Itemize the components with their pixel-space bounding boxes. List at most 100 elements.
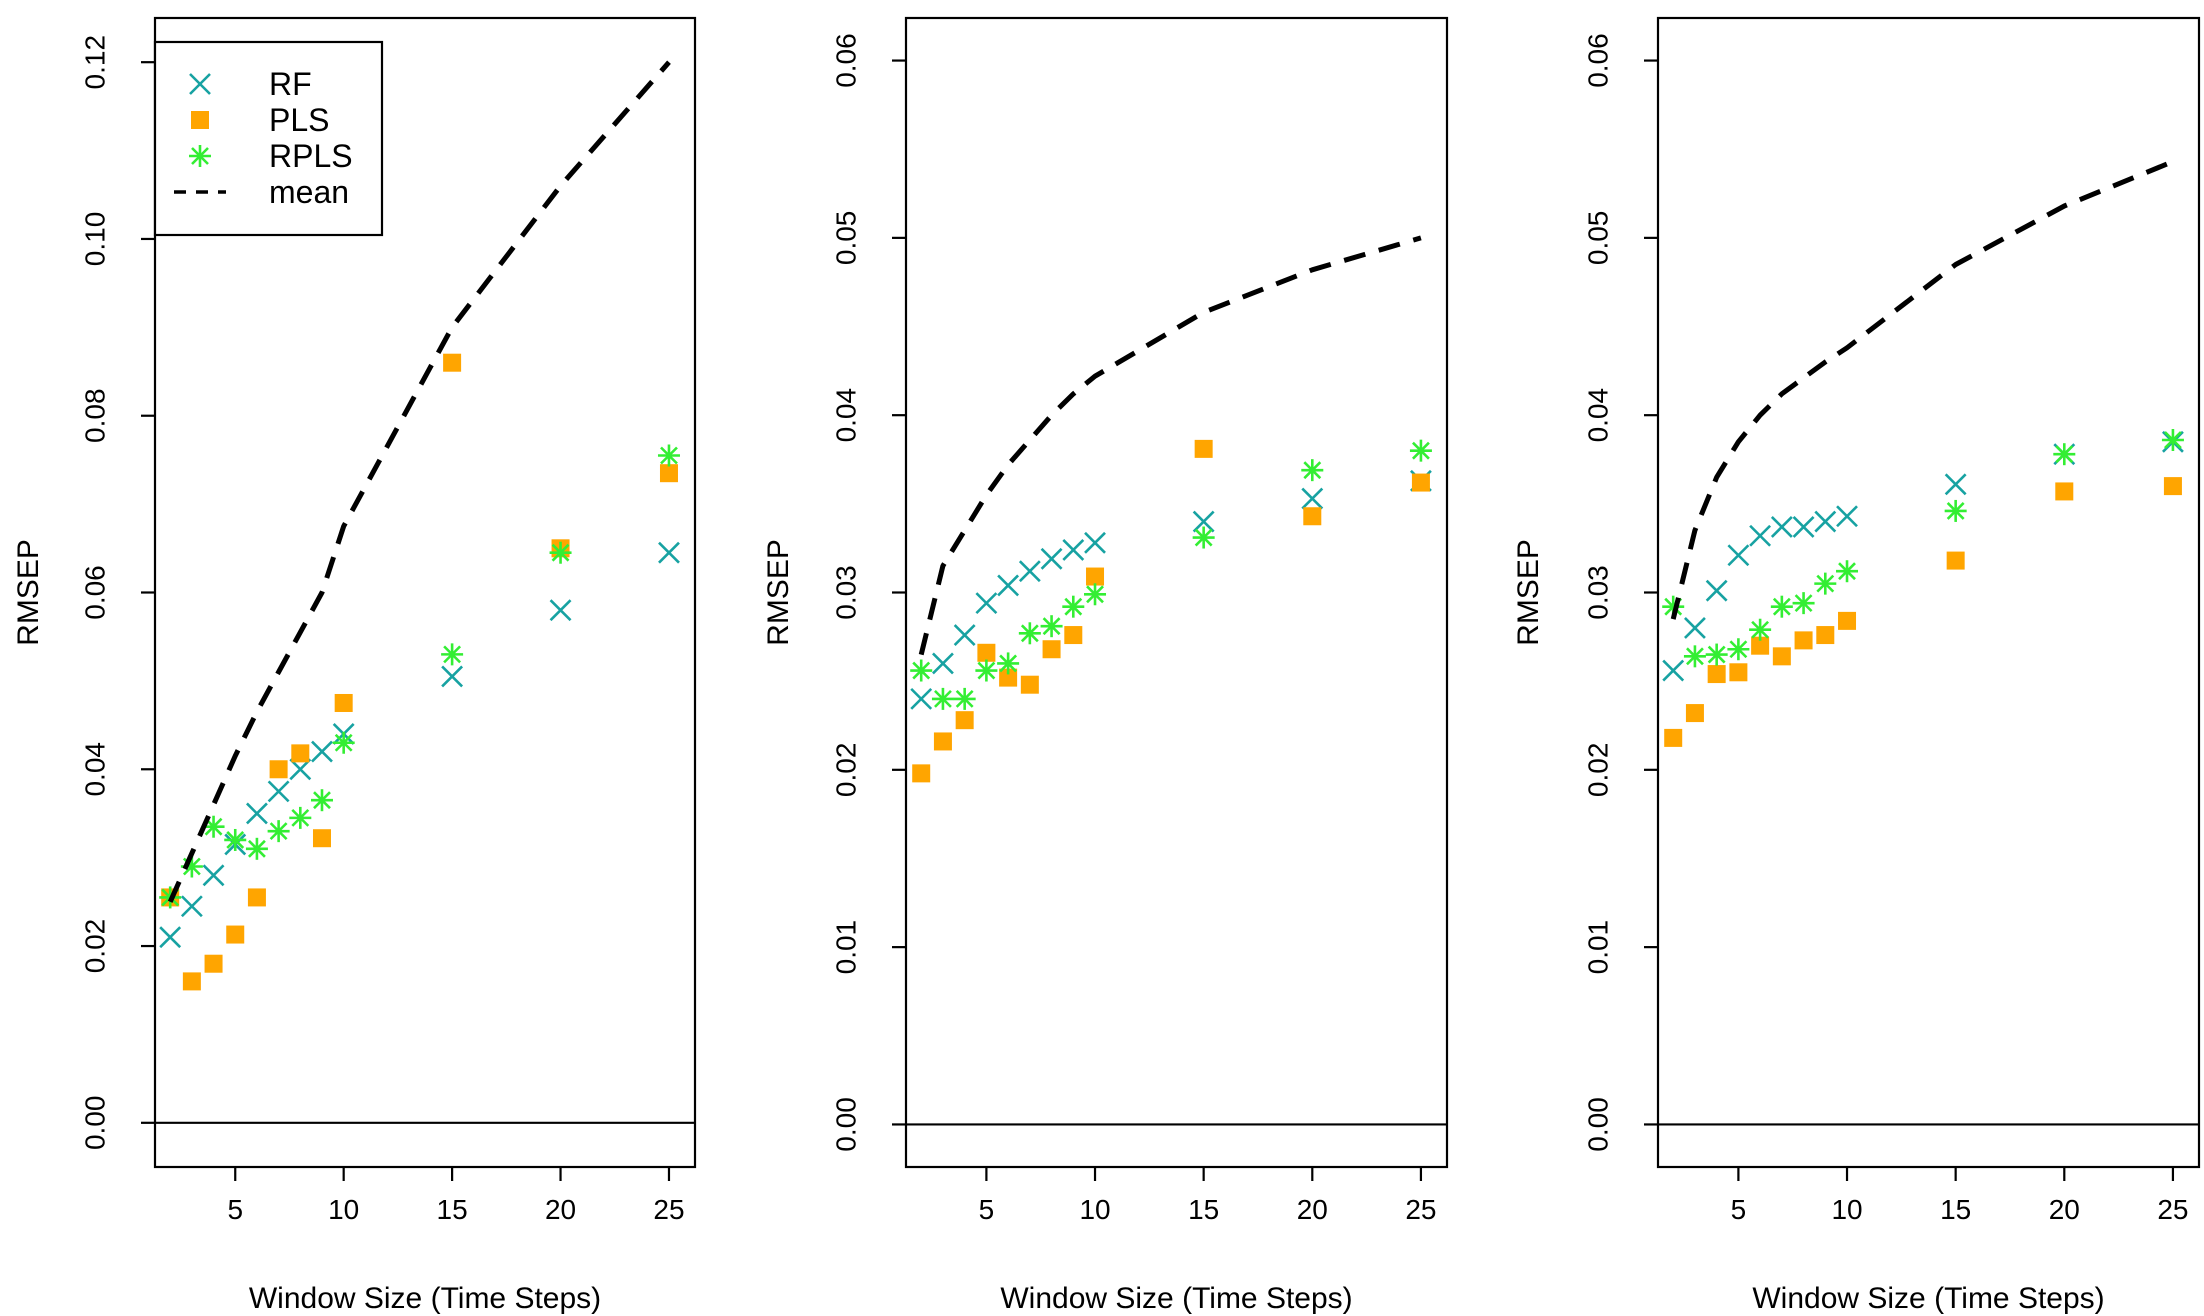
- rpls-point-d2: [2164, 431, 2182, 449]
- rf-point: [1705, 579, 1728, 602]
- rf-point: [180, 895, 203, 918]
- mean-series-line: [1670, 159, 2174, 620]
- rf-point-stroke-b: [1040, 547, 1063, 570]
- pls-point: [1838, 611, 1857, 630]
- y-tick-label: 0.04: [1582, 388, 1613, 443]
- rf-point-stroke-b: [997, 574, 1020, 597]
- x-tick-label: 10: [328, 1194, 359, 1225]
- y-tick-label: 0.00: [79, 1096, 110, 1151]
- pls-series: [912, 439, 1430, 783]
- rf-point: [202, 864, 225, 887]
- pls-point: [226, 925, 245, 944]
- rpls-point: [1792, 592, 1815, 615]
- rf-point-stroke-b: [1727, 544, 1750, 567]
- rpls-point: [1727, 638, 1750, 661]
- y-axis-label: RMSEP: [12, 539, 45, 646]
- rpls-point-d2: [912, 661, 931, 680]
- rf-point: [1662, 659, 1685, 682]
- y-tick-label: 0.03: [830, 565, 861, 620]
- pls-point: [1194, 439, 1213, 458]
- rf-point-stroke-b: [1662, 659, 1685, 682]
- legend-rpls-marker-d2: [191, 147, 209, 165]
- rpls-point-d2: [1816, 574, 1835, 593]
- rpls-series: [1662, 429, 2184, 668]
- rpls-point-d2: [1751, 620, 1770, 639]
- rf-point-stroke-b: [1705, 579, 1728, 602]
- legend-label-pls: PLS: [269, 102, 329, 138]
- rpls-point-d2: [443, 645, 462, 664]
- rf-point: [1684, 617, 1706, 639]
- rf-point: [159, 926, 182, 949]
- pls-point: [1042, 640, 1061, 659]
- legend-box: [153, 40, 384, 237]
- rf-point: [1727, 544, 1750, 567]
- pls-point: [1946, 551, 1965, 570]
- rpls-point-d2: [1020, 624, 1039, 643]
- rf-point: [267, 780, 290, 803]
- legend-label-rpls: RPLS: [269, 138, 353, 174]
- rpls-point: [931, 687, 954, 710]
- chart-panel-3: 0.00 0.01 0.02 0.03 0.04 0.05 0.06 5 10 15 20 25 Win…: [1512, 16, 2201, 1315]
- x-tick-label: 25: [2157, 1194, 2188, 1225]
- rf-point: [1792, 515, 1815, 538]
- rf-point-stroke-b: [953, 624, 976, 646]
- rpls-point: [1770, 595, 1793, 618]
- pls-series: [1664, 477, 2182, 747]
- rpls-point-d2: [551, 543, 570, 562]
- rpls-point-d2: [226, 831, 245, 849]
- y-tick-label: 0.03: [1582, 565, 1613, 620]
- rf-point: [1814, 510, 1837, 533]
- rpls-point: [1944, 499, 1967, 522]
- rpls-point-d2: [1412, 441, 1430, 460]
- panels: 0.00 0.02 0.04 0.06 0.08 0.10 0.12 5 10 15 20 25 Win…: [12, 16, 2201, 1315]
- rpls-point: [310, 789, 333, 812]
- rpls-point-d2: [999, 654, 1018, 673]
- y-tick-label: 0.06: [79, 565, 110, 620]
- rf-point-stroke-b: [549, 599, 572, 622]
- pls-point: [2163, 477, 2182, 496]
- rf-point: [1836, 505, 1858, 528]
- rf-point-stroke-b: [1749, 524, 1772, 547]
- rpls-point: [1836, 560, 1859, 583]
- rf-point-stroke-b: [1192, 510, 1215, 533]
- rf-point: [1192, 510, 1215, 533]
- rpls-point-d2: [1303, 461, 1322, 480]
- rpls-point-d2: [2055, 445, 2074, 464]
- rpls-point-d2: [1064, 597, 1083, 616]
- rf-point-stroke-b: [1770, 515, 1793, 538]
- rpls-point: [332, 731, 355, 754]
- rf-point-stroke-b: [289, 758, 312, 781]
- rf-point-stroke-b: [180, 895, 203, 918]
- y-tick-label: 0.05: [1582, 211, 1613, 265]
- rf-point-stroke-b: [1062, 539, 1085, 561]
- y-tick-label: 0.00: [1582, 1097, 1613, 1152]
- y-tick-label: 0.05: [830, 211, 861, 265]
- rpls-point: [224, 828, 247, 851]
- rpls-point: [1084, 583, 1107, 606]
- pls-point: [1772, 647, 1791, 666]
- rpls-point-d2: [1086, 585, 1104, 604]
- pls-point: [977, 643, 996, 662]
- pls-point: [204, 954, 223, 973]
- rpls-point-d2: [182, 857, 201, 876]
- chart-panel-1: 0.00 0.02 0.04 0.06 0.08 0.10 0.12 5 10 15 20 25 Win…: [12, 16, 697, 1315]
- x-axis-label: Window Size (Time Steps): [1752, 1282, 2104, 1315]
- rf-point-stroke-b: [932, 652, 954, 675]
- rpls-point: [289, 806, 312, 829]
- pls-point: [1020, 675, 1039, 694]
- rf-point-stroke-b: [159, 926, 182, 949]
- rf-point: [975, 592, 998, 615]
- mean-series-line: [918, 235, 1422, 656]
- rpls-point: [1040, 615, 1063, 638]
- rf-point: [932, 652, 954, 675]
- y-tick-label: 0.02: [1582, 743, 1613, 798]
- pls-point: [2055, 482, 2074, 501]
- rf-point-stroke-b: [1684, 617, 1706, 639]
- rpls-point: [910, 659, 933, 682]
- rpls-point-d2: [934, 689, 952, 708]
- rf-point-stroke-b: [202, 864, 225, 887]
- x-tick-label: 20: [2049, 1194, 2080, 1225]
- x-axis-label: Window Size (Time Steps): [1000, 1282, 1352, 1315]
- pls-point: [1707, 665, 1726, 684]
- rf-point-stroke-b: [1301, 487, 1324, 510]
